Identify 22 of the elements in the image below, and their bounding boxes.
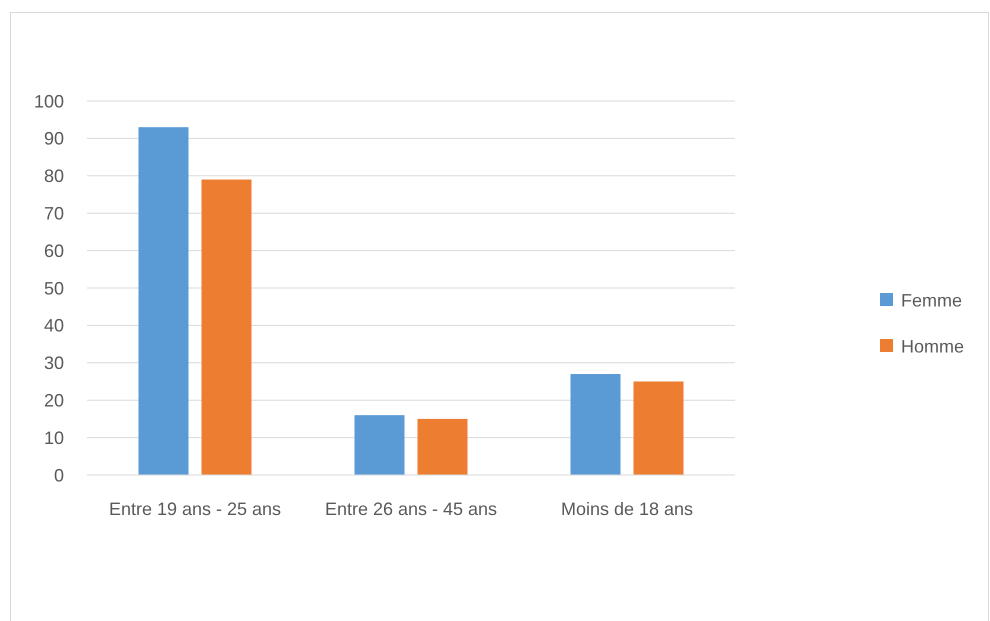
y-tick-label: 70	[44, 204, 64, 224]
x-tick-label: Moins de 18 ans	[560, 499, 694, 519]
x-tick-label: Entre 19 ans - 25 ans	[108, 499, 282, 519]
y-tick-label: 100	[34, 91, 64, 112]
y-tick-label: 10	[44, 428, 64, 448]
bar	[570, 374, 620, 475]
bar	[202, 180, 252, 475]
bar	[354, 415, 404, 475]
y-tick-label: 20	[44, 390, 64, 410]
y-tick-label: 50	[44, 278, 64, 298]
y-tick-label: 80	[44, 166, 64, 186]
y-tick-label: 40	[44, 316, 64, 336]
bar	[138, 127, 188, 475]
y-tick-label: 60	[44, 240, 64, 261]
bar	[418, 418, 468, 475]
y-tick-label: 90	[44, 128, 64, 149]
x-tick-label: Entre 26 ans - 45 ans	[324, 499, 498, 519]
bar	[634, 382, 684, 475]
y-tick-label: 0	[54, 465, 64, 486]
legend-label: Femme	[901, 290, 962, 310]
y-tick-label: 30	[44, 353, 64, 374]
legend-label: Homme	[901, 336, 964, 356]
